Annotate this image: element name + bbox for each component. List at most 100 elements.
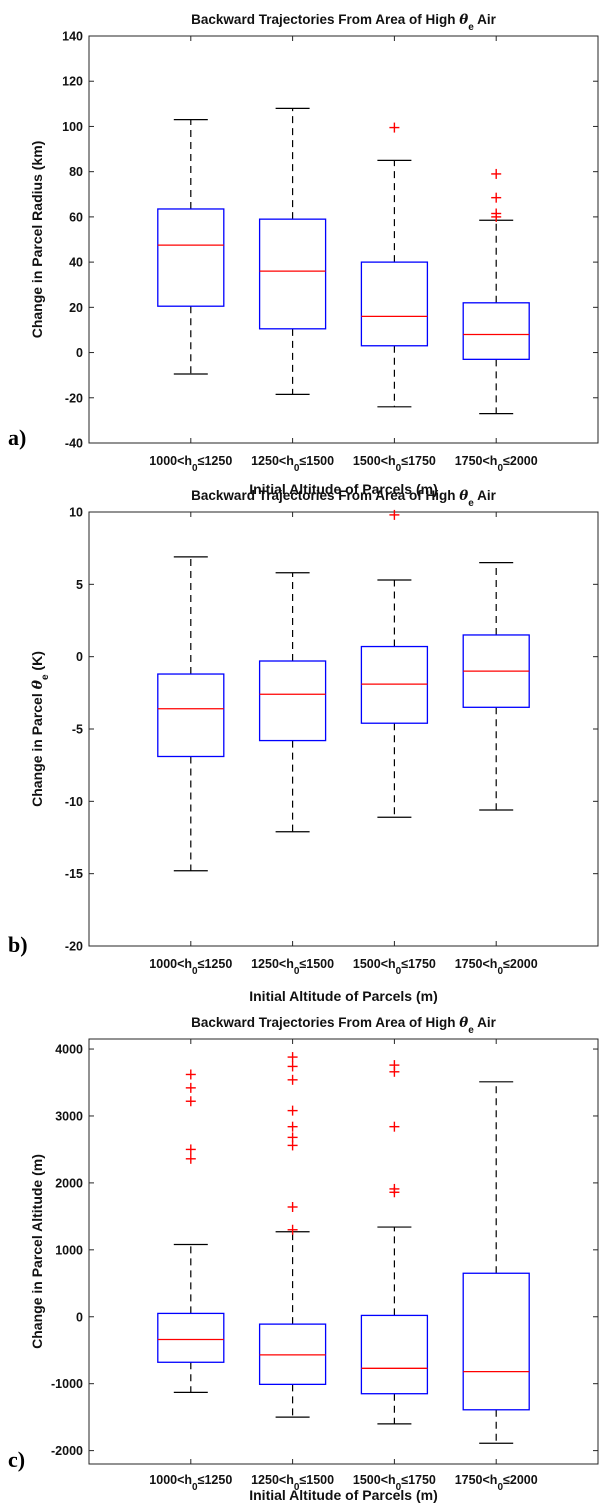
x-tick-label-subscript: 0 — [396, 463, 402, 474]
y-axis-label-theta: θ — [30, 679, 46, 689]
outlier-marker — [491, 168, 502, 179]
axes-frame — [88, 35, 599, 444]
chart-title: Backward Trajectories From Area of High … — [191, 1015, 496, 1036]
x-tick-label-subscript: 0 — [192, 1482, 198, 1493]
x-tick-label-pre: 1250<h — [251, 957, 294, 971]
x-tick-label-pre: 1500<h — [353, 454, 396, 468]
y-tick-label: 5 — [76, 578, 83, 592]
x-tick-label-post: ≤2000 — [503, 454, 538, 468]
chart-panel-2: Backward Trajectories From Area of High … — [8, 488, 599, 1004]
boxplot-4 — [462, 168, 530, 415]
chart-title: Backward Trajectories From Area of High … — [191, 12, 496, 33]
y-tick-label: 60 — [69, 210, 83, 224]
x-tick-label-post: ≤1500 — [299, 1473, 334, 1487]
y-tick-label: 80 — [69, 165, 83, 179]
y-tick-label: -20 — [65, 940, 83, 954]
x-tick-label: 1000<h0≤1250 — [149, 957, 232, 977]
x-tick-label-post: ≤1500 — [299, 454, 334, 468]
y-axis-label-subscript: e — [40, 674, 51, 680]
outlier-marker — [185, 1069, 196, 1080]
y-axis-label-text: Change in Parcel Radius (km) — [29, 141, 45, 339]
x-tick-label-pre: 1000<h — [149, 1473, 192, 1487]
y-tick-label: 3000 — [55, 1109, 83, 1123]
x-tick-label: 1250<h0≤1500 — [251, 454, 334, 474]
chart-title-theta: θ — [459, 12, 468, 28]
outlier-marker — [389, 1121, 400, 1132]
x-tick-label: 1250<h0≤1500 — [251, 1473, 334, 1493]
chart-panel-1: Backward Trajectories From Area of High … — [8, 12, 599, 497]
y-tick-label: 140 — [62, 30, 83, 44]
x-tick-label: 1750<h0≤2000 — [455, 454, 538, 474]
boxplot-1 — [157, 119, 225, 375]
iqr-box — [258, 660, 327, 742]
boxplot-4 — [462, 562, 530, 811]
x-tick-label-subscript: 0 — [497, 463, 503, 474]
x-tick-label-pre: 1500<h — [353, 1473, 396, 1487]
iqr-box — [258, 1323, 327, 1386]
y-tick-label: 20 — [69, 301, 83, 315]
iqr-box — [462, 1272, 530, 1411]
x-tick-label-pre: 1500<h — [353, 957, 396, 971]
y-tick-label: -40 — [65, 437, 83, 451]
x-axis-label: Initial Altitude of Parcels (m) — [249, 1487, 438, 1503]
chart-title-text: Backward Trajectories From Area of High — [191, 1015, 459, 1030]
y-tick-label: -2000 — [51, 1444, 83, 1458]
x-tick-label-subscript: 0 — [497, 1482, 503, 1493]
chart-title-theta: θ — [459, 488, 468, 504]
chart-title-suffix: Air — [474, 1015, 497, 1030]
iqr-box — [360, 261, 429, 347]
y-tick-label: 0 — [76, 650, 83, 664]
x-tick-label-pre: 1750<h — [455, 957, 498, 971]
y-tick-label: 40 — [69, 256, 83, 270]
boxplot-2 — [258, 1052, 327, 1418]
outlier-marker — [287, 1052, 298, 1063]
outlier-marker — [185, 1096, 196, 1107]
x-tick-label-subscript: 0 — [396, 1482, 402, 1493]
outlier-marker — [185, 1144, 196, 1155]
chart-title-text: Backward Trajectories From Area of High — [191, 488, 459, 503]
x-tick-label-subscript: 0 — [294, 1482, 300, 1493]
outlier-marker — [389, 122, 400, 133]
x-tick-label-subscript: 0 — [396, 966, 402, 977]
y-tick-label: 100 — [62, 120, 83, 134]
x-tick-label-pre: 1000<h — [149, 454, 192, 468]
boxplot-1 — [157, 556, 225, 872]
x-tick-label-post: ≤1750 — [401, 454, 436, 468]
x-tick-label-post: ≤1250 — [198, 454, 233, 468]
y-axis-label-suffix: (K) — [29, 651, 45, 674]
boxplot-3 — [360, 1060, 429, 1425]
x-tick-label-subscript: 0 — [497, 966, 503, 977]
y-axis-label-text: Change in Parcel Altitude (m) — [29, 1154, 45, 1349]
y-tick-label: -20 — [65, 391, 83, 405]
y-axis-label: Change in Parcel Radius (km) — [29, 141, 45, 339]
x-tick-label-pre: 1250<h — [251, 454, 294, 468]
outlier-marker — [491, 192, 502, 203]
iqr-box — [462, 302, 530, 360]
boxplot-4 — [462, 1081, 530, 1444]
outlier-marker — [287, 1132, 298, 1143]
outlier-marker — [389, 1060, 400, 1071]
x-tick-label-post: ≤1750 — [401, 957, 436, 971]
chart-title-theta: θ — [459, 1015, 468, 1031]
x-tick-label: 1750<h0≤2000 — [455, 957, 538, 977]
boxplot-1 — [157, 1069, 225, 1393]
boxplot-2 — [258, 107, 327, 395]
iqr-box — [360, 1314, 429, 1395]
y-axis-label-text: Change in Parcel — [29, 689, 45, 806]
y-tick-label: 2000 — [55, 1176, 83, 1190]
y-axis-label: Change in Parcel Altitude (m) — [29, 1154, 45, 1349]
outlier-marker — [491, 208, 502, 219]
x-tick-label-pre: 1250<h — [251, 1473, 294, 1487]
chart-title-text: Backward Trajectories From Area of High — [191, 12, 459, 27]
x-tick-label-subscript: 0 — [192, 463, 198, 474]
chart-title-subscript: e — [468, 1025, 474, 1036]
x-tick-label-pre: 1000<h — [149, 957, 192, 971]
y-tick-label: 4000 — [55, 1043, 83, 1057]
x-tick-label: 1000<h0≤1250 — [149, 1473, 232, 1493]
x-tick-label-post: ≤1500 — [299, 957, 334, 971]
x-tick-label-subscript: 0 — [294, 966, 300, 977]
outlier-marker — [185, 1153, 196, 1164]
iqr-box — [157, 673, 225, 758]
y-tick-label: 120 — [62, 75, 83, 89]
boxplot-3 — [360, 509, 429, 818]
